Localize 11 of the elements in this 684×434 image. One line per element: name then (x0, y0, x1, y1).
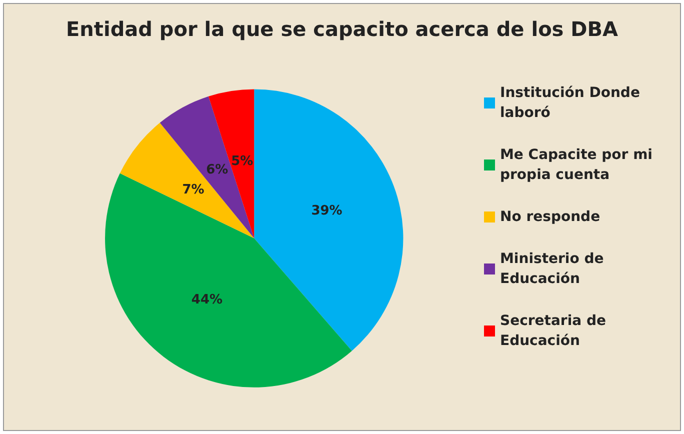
legend-label: Institución Donde laboró (500, 85, 645, 121)
chart-title: Entidad por la que se capacito acerca de los DBA (66, 17, 619, 41)
legend-label: No responde (500, 209, 600, 225)
legend-label: Secretaria de Educación (500, 313, 611, 349)
legend-label: Me Capacite por mi propia cuenta (500, 147, 658, 183)
data-label: 39% (311, 204, 342, 219)
data-label: 44% (191, 292, 223, 308)
data-label: 6% (206, 162, 228, 178)
legend-label: Ministerio de Educación (500, 251, 609, 287)
data-label: 5% (231, 154, 254, 170)
data-label: 7% (182, 182, 204, 198)
